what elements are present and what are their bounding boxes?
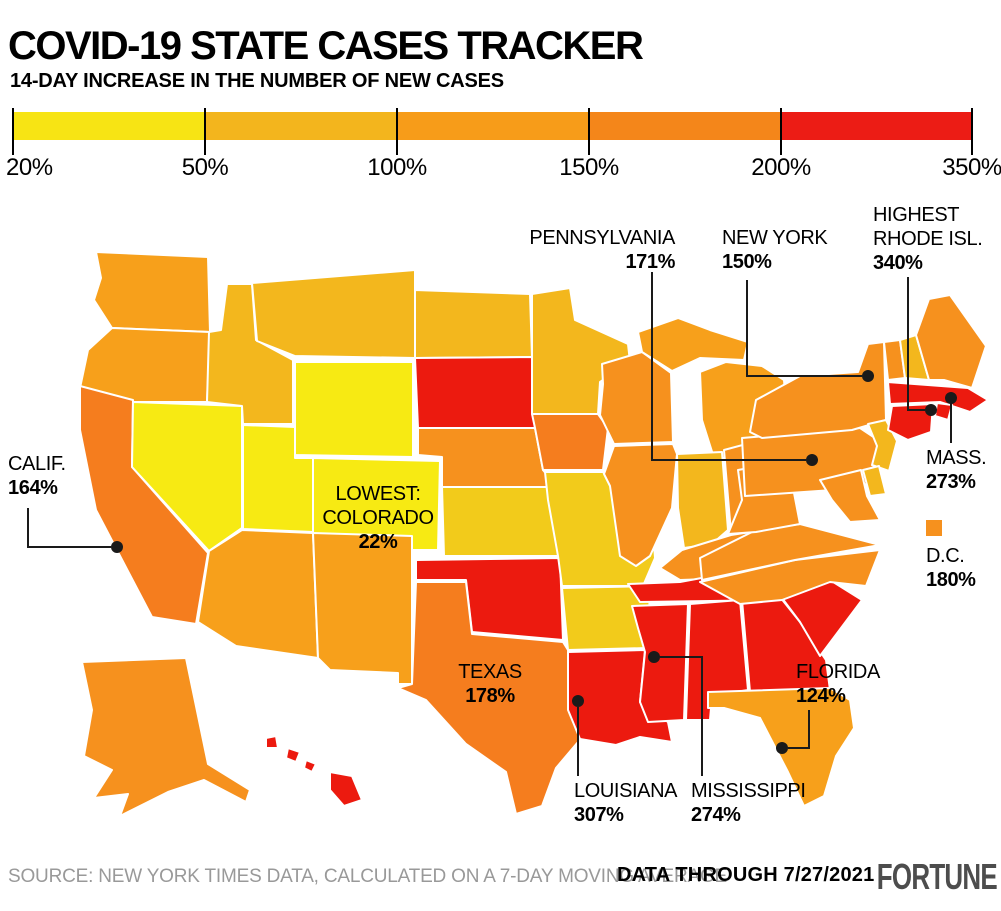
legend-segment [588, 112, 780, 140]
legend-tick [588, 108, 590, 155]
state-RI [934, 402, 953, 421]
leader-line [27, 508, 111, 548]
leader-dot [925, 404, 937, 416]
fortune-logo: FORTUNE [876, 856, 998, 897]
legend-tick [204, 108, 206, 155]
state-WA [93, 251, 211, 333]
state-NY [749, 341, 887, 439]
annotation-colorado: LOWEST: COLORADO 22% [322, 483, 434, 553]
state-HI [285, 747, 301, 763]
legend-tick-label: 100% [367, 154, 427, 181]
dc-color-swatch [926, 520, 942, 536]
legend-tick-label: 350% [942, 154, 1001, 181]
annotation-california: CALIF. 164% [8, 453, 66, 499]
state-HI [265, 735, 279, 749]
legend-segment [204, 112, 396, 140]
annotation-dc: D.C. 180% [926, 520, 976, 592]
state-IA [531, 413, 609, 471]
annotation-rhode-island: HIGHEST RHODE ISL. 340% [873, 204, 983, 274]
state-KS [441, 486, 561, 557]
legend-tick-label: 150% [559, 154, 619, 181]
color-scale-bar [12, 112, 972, 140]
state-SD [414, 356, 536, 429]
leader-dot [111, 541, 123, 553]
state-NJ [867, 419, 898, 472]
state-MA [887, 381, 989, 413]
leader-line [746, 280, 862, 377]
leader-line [660, 656, 703, 776]
leader-line [788, 710, 810, 749]
data-through-note: DATA THROUGH 7/27/2021 [617, 864, 875, 886]
source-note: SOURCE: NEW YORK TIMES DATA, CALCULATED … [8, 866, 728, 887]
legend-segment [396, 112, 588, 140]
legend-tick [780, 108, 782, 155]
state-CT [887, 403, 934, 441]
state-AK [81, 657, 251, 817]
state-DE [862, 465, 887, 497]
state-ND [414, 289, 533, 359]
leader-line [651, 272, 806, 461]
leader-dot [806, 454, 818, 466]
state-MT [251, 269, 416, 359]
state-TX [397, 581, 587, 815]
annotation-pennsylvania: PENNSYLVANIA 171% [529, 227, 675, 273]
state-NM [312, 532, 413, 685]
leader-dot [648, 651, 660, 663]
leader-dot [945, 392, 957, 404]
legend-segment [12, 112, 204, 140]
legend-tick-label: 200% [751, 154, 811, 181]
state-WY [294, 361, 414, 458]
annotation-florida: FLORIDA 124% [796, 661, 880, 707]
state-AZ [197, 529, 319, 659]
annotation-louisiana: LOUISIANA 307% [574, 780, 678, 826]
legend-segment [780, 112, 972, 140]
state-ME [915, 294, 987, 389]
leader-line [907, 277, 925, 411]
annotation-massachusetts: MASS. 273% [926, 447, 987, 493]
legend-tick-label: 50% [181, 154, 229, 181]
state-HI [303, 759, 317, 773]
leader-dot [572, 695, 584, 707]
annotation-new-york: NEW YORK 150% [722, 227, 828, 273]
legend-tick [396, 108, 398, 155]
page-subtitle: 14-DAY INCREASE IN THE NUMBER OF NEW CAS… [10, 70, 504, 92]
leader-dot [776, 742, 788, 754]
state-CO [312, 457, 441, 551]
legend-tick-label: 20% [6, 154, 53, 181]
state-IL [603, 443, 678, 567]
state-IN [676, 451, 729, 549]
page-title: COVID-19 STATE CASES TRACKER [8, 24, 644, 68]
legend-tick [12, 108, 14, 155]
state-MD [819, 469, 881, 523]
annotation-mississippi: MISSISSIPPI 274% [691, 780, 806, 826]
annotation-texas: TEXAS 178% [458, 661, 522, 707]
state-MS [631, 603, 689, 723]
legend-tick [971, 108, 973, 155]
leader-dot [862, 370, 874, 382]
state-HI [329, 771, 363, 807]
